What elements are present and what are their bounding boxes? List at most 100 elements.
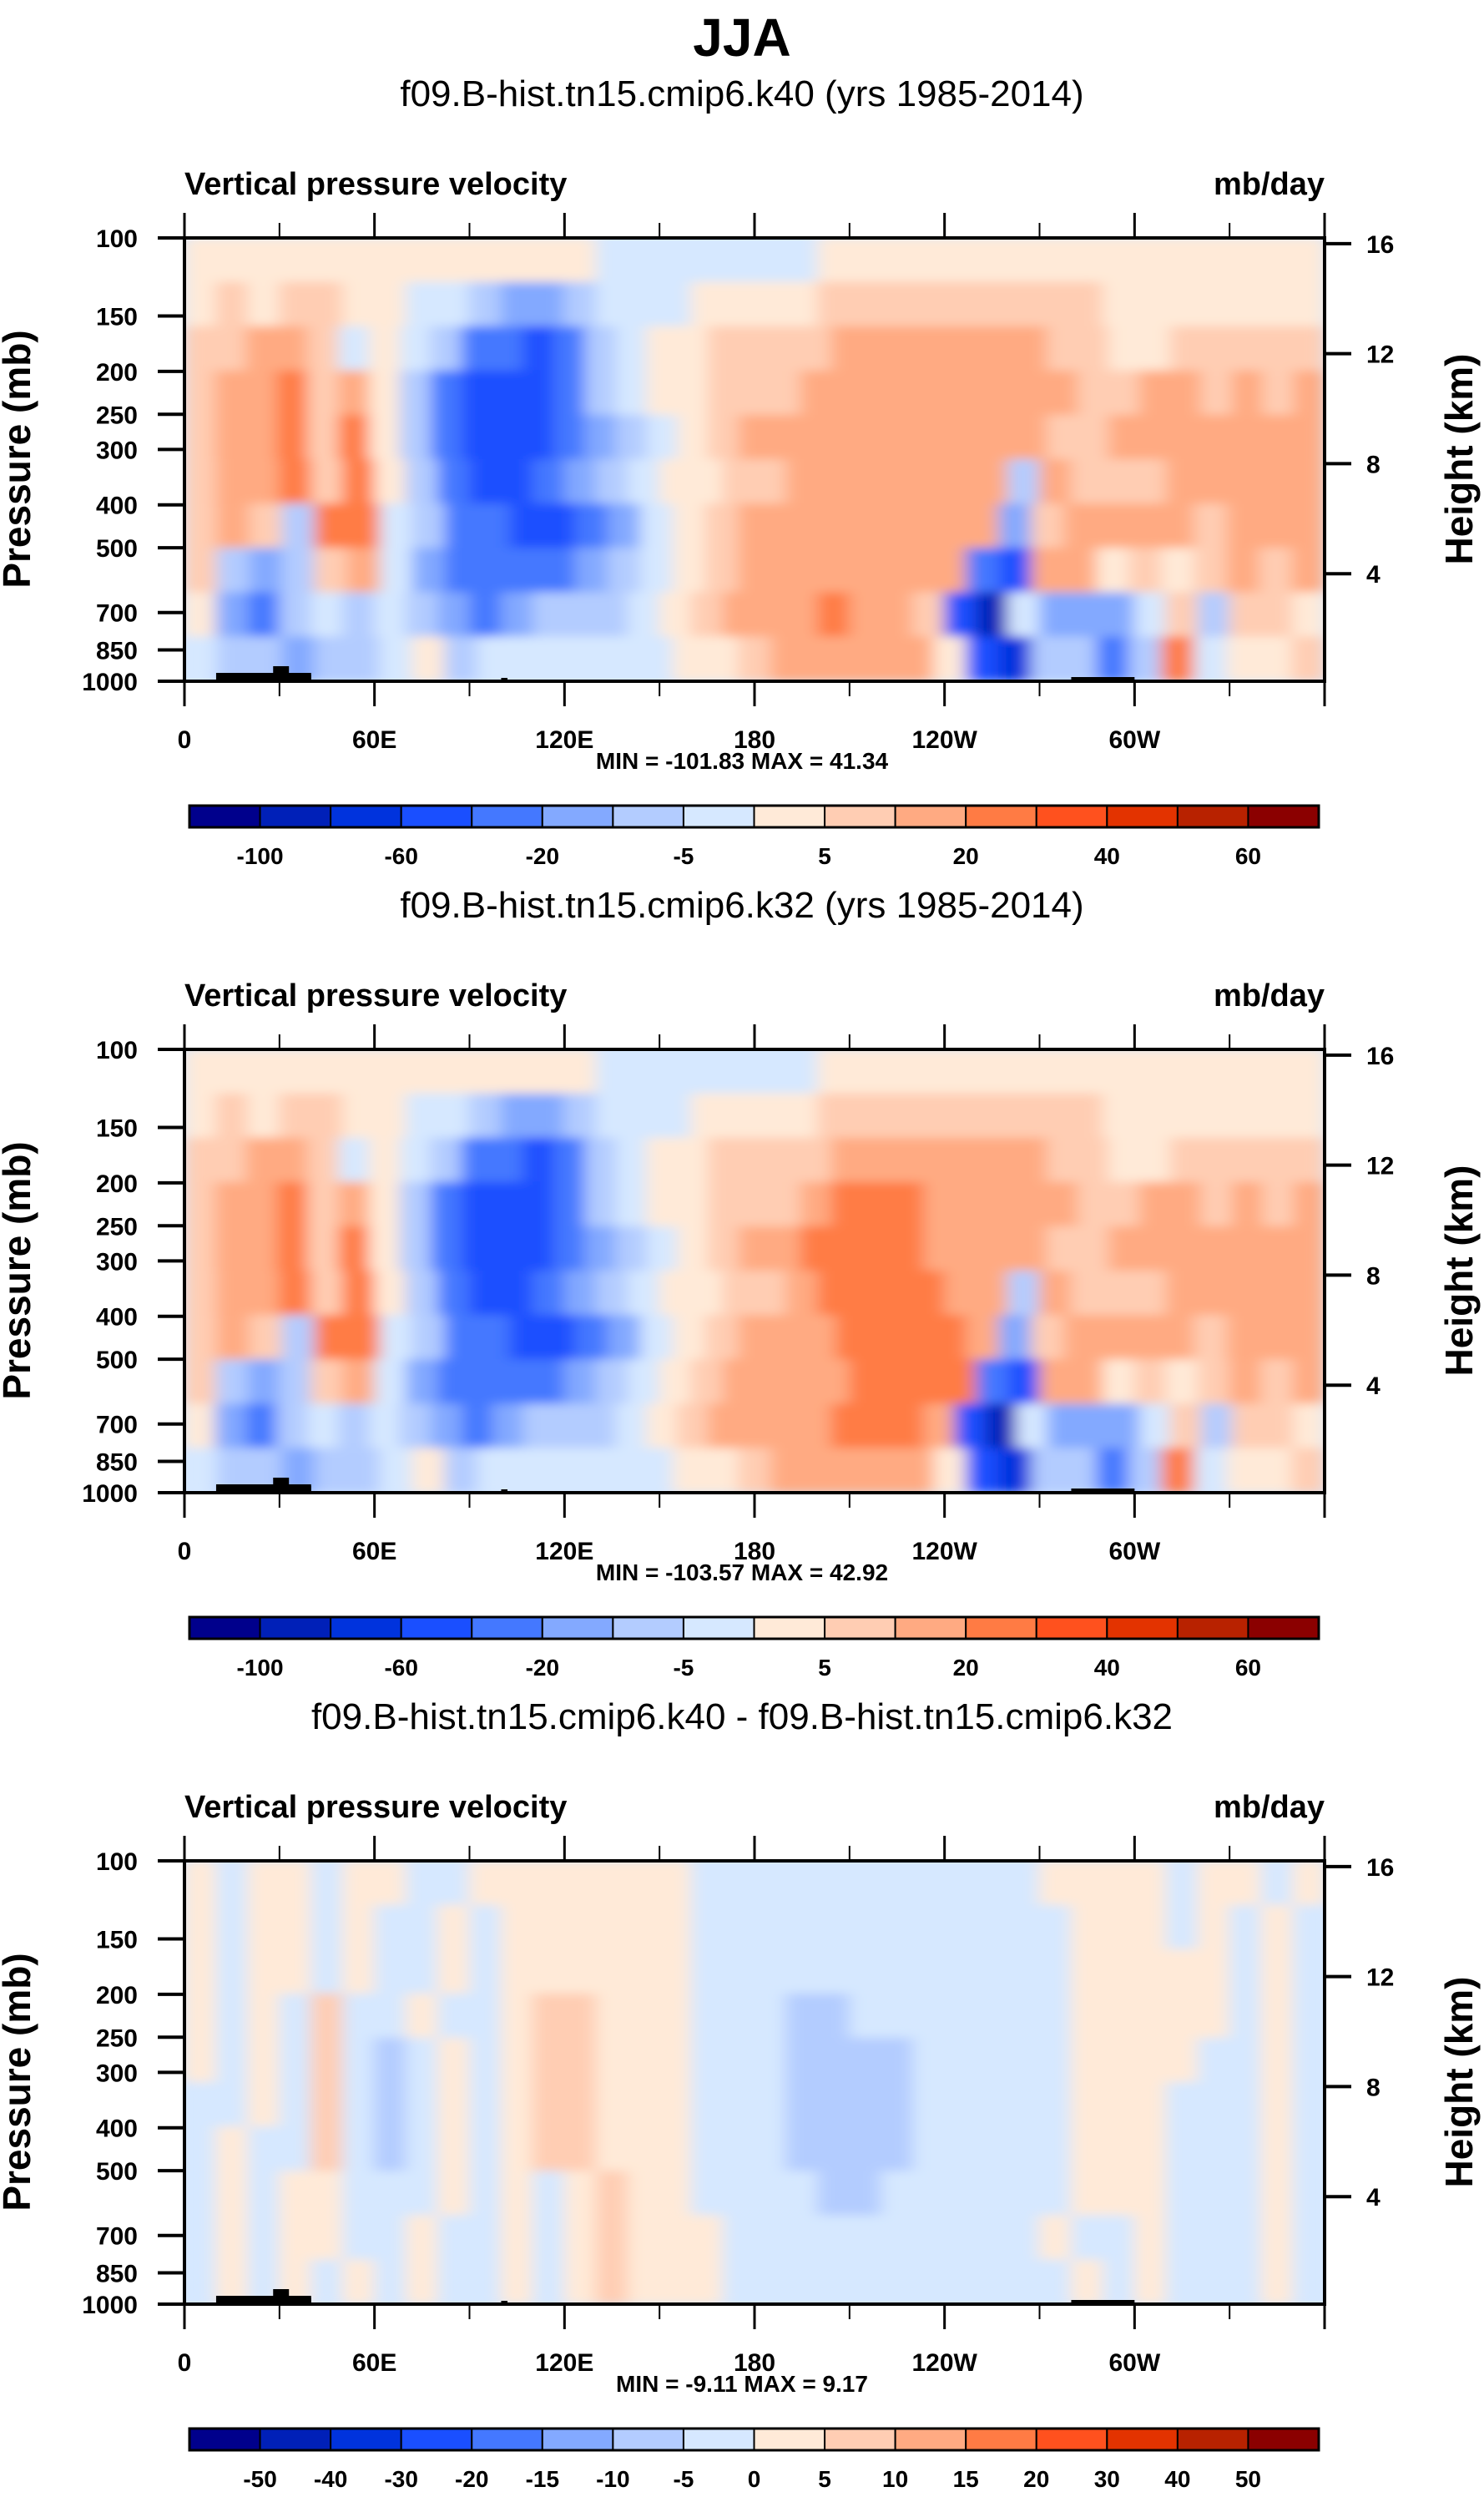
contour-cell <box>944 1359 977 1405</box>
contour-cell <box>184 1904 217 1950</box>
contour-cell <box>722 1993 755 2039</box>
contour-cell <box>247 1949 280 1994</box>
contour-cell <box>1063 503 1098 549</box>
contour-cell <box>901 1315 935 1361</box>
contour-cell <box>659 2259 692 2304</box>
contour-cell <box>247 1904 280 1950</box>
contour-cell <box>1016 414 1048 460</box>
contour-cell <box>215 1049 249 1094</box>
contour-cell <box>461 1137 493 1183</box>
contour-cell <box>437 459 470 505</box>
colorbar-label: -50 <box>243 2466 276 2492</box>
contour-cell <box>374 2082 407 2128</box>
contour-cell <box>659 2215 692 2261</box>
contour-cell <box>574 503 608 549</box>
contour-cell <box>754 459 787 505</box>
contour-cell <box>532 1993 565 2039</box>
contour-cell <box>1039 1993 1072 2039</box>
colorbar-label: -10 <box>596 2466 629 2492</box>
units-label: mb/day <box>1213 1790 1325 1825</box>
colorbar-box <box>400 1616 473 1640</box>
y-right-tick-label: 16 <box>1366 1854 1394 1882</box>
contour-cell <box>247 1861 280 1906</box>
contour-cell <box>184 1403 216 1449</box>
contour-cell <box>998 503 1032 549</box>
contour-cell <box>1229 1271 1262 1317</box>
contour-cell <box>532 1049 565 1094</box>
contour-cell <box>492 1226 524 1271</box>
contour-cell <box>861 326 894 372</box>
contour-cell <box>1231 370 1264 416</box>
contour-cell <box>976 1904 1009 1950</box>
contour-cell <box>215 238 249 283</box>
y-tick-label: 200 <box>96 359 138 387</box>
colorbar-box <box>682 805 755 828</box>
contour-cell <box>281 503 315 549</box>
contour-cell <box>1197 1904 1230 1950</box>
contour-cell <box>342 2126 376 2172</box>
contour-cell <box>1197 1271 1230 1317</box>
contour-cell <box>1229 281 1262 327</box>
contour-cell <box>627 1993 660 2039</box>
contour-cell <box>342 2259 376 2304</box>
contour-cell <box>461 1226 493 1271</box>
contour-cell <box>1047 414 1079 460</box>
contour-cell <box>944 1993 977 2039</box>
contour-cell <box>1078 370 1110 416</box>
contour-cell <box>1108 1181 1140 1227</box>
contour-cell <box>754 1904 787 1950</box>
contour-cell <box>437 2259 470 2304</box>
contour-cell <box>492 326 524 372</box>
contour-cell <box>500 1093 533 1139</box>
contour-cell <box>338 370 371 416</box>
contour-cell <box>785 1271 819 1317</box>
contour-cell <box>639 503 674 549</box>
contour-cell <box>342 1904 376 1950</box>
contour-cell <box>1133 2037 1167 2083</box>
contour-cell <box>754 1861 787 1906</box>
contour-cell <box>399 1403 432 1449</box>
contour-cell <box>817 2171 851 2216</box>
contour-cell <box>817 238 851 283</box>
y-axis-title: Pressure (mb) <box>0 329 38 589</box>
contour-cell <box>739 370 770 416</box>
contour-cell <box>639 548 674 594</box>
contour-cell <box>722 2171 755 2216</box>
contour-cell <box>1194 1448 1228 1493</box>
contour-cell <box>954 370 987 416</box>
contour-cell <box>369 414 401 460</box>
contour-cell <box>627 1861 660 1906</box>
contour-cell <box>1133 2126 1167 2172</box>
contour-cell <box>1260 1993 1294 2039</box>
contour-cell <box>437 1949 470 1994</box>
contour-cell <box>532 2082 565 2128</box>
contour-cell <box>690 1949 724 1994</box>
contour-cell <box>646 370 679 416</box>
colorbar-box <box>1247 2428 1320 2451</box>
contour-cell <box>553 1137 586 1183</box>
contour-cell <box>785 1093 819 1139</box>
contour-cell <box>215 1137 247 1183</box>
contour-cell <box>912 1093 946 1139</box>
contour-cell <box>437 1271 470 1317</box>
y-tick-label: 1000 <box>82 1480 138 1508</box>
contour-cell <box>406 281 439 327</box>
contour-cell <box>1070 1861 1103 1906</box>
contour-cell <box>1133 1861 1167 1906</box>
contour-cell <box>1108 414 1140 460</box>
contour-cell <box>785 2259 819 2304</box>
contour-cell <box>1197 1861 1230 1906</box>
contour-cell <box>469 459 502 505</box>
contour-cell <box>944 1093 977 1139</box>
contour-cell <box>739 1403 770 1449</box>
contour-cell <box>1229 238 1262 283</box>
contour-cell <box>247 459 280 505</box>
contour-cell <box>342 2037 376 2083</box>
contour-cell <box>739 1137 770 1183</box>
contour-cell <box>861 1403 894 1449</box>
contour-cell <box>1133 1949 1167 1994</box>
contour-cell <box>933 1315 967 1361</box>
contour-cell <box>437 2082 470 2128</box>
contour-cell <box>1259 548 1293 594</box>
colorbar-box <box>189 2428 261 2451</box>
